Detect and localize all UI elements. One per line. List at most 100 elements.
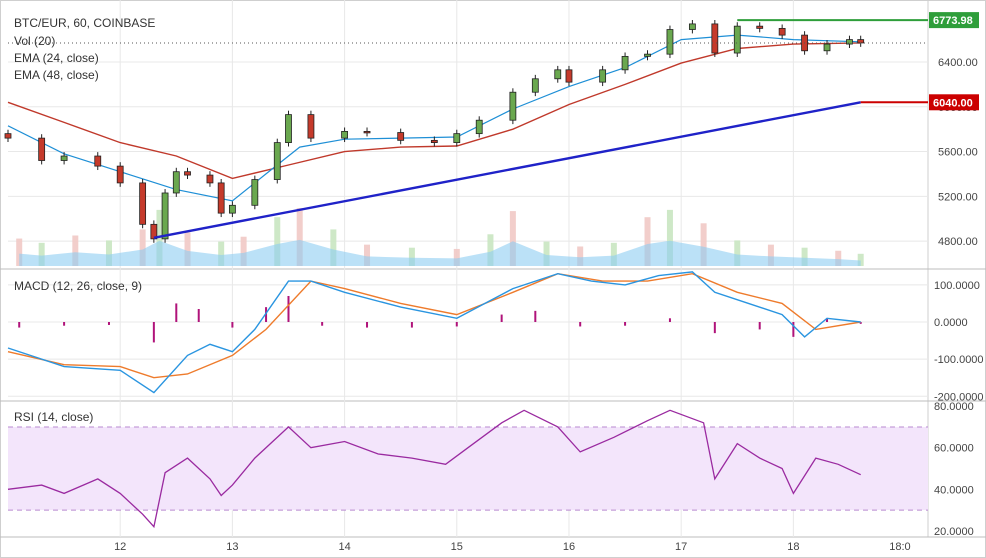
axis-layer: 6400.006000.005600.005200.004800.00100.0… [114, 12, 984, 553]
candle-body [823, 43, 831, 52]
macd-histogram-bar [792, 322, 795, 337]
candle-body [228, 204, 236, 214]
candle-body [273, 142, 281, 180]
x-tick-label: 14 [338, 541, 350, 553]
candle-body [531, 78, 539, 93]
x-tick-label: 15 [451, 541, 463, 553]
price-tick-label: 5200.00 [938, 191, 978, 203]
volume-bar [610, 242, 617, 266]
macd-histogram-bar [859, 322, 862, 324]
ema-layer [7, 34, 861, 202]
x-tick-label: 17 [675, 541, 687, 553]
volume-bar [16, 238, 23, 266]
macd-histogram-bar [455, 322, 458, 327]
overlay-layer [8, 19, 928, 239]
rsi-tick-label: 80.0000 [934, 401, 974, 413]
candle-body [711, 23, 719, 54]
candle-body [599, 69, 607, 83]
volume-bar [38, 242, 45, 266]
indicator-label-ema48: EMA (48, close) [14, 68, 99, 82]
price-tag [929, 94, 979, 111]
macd-histogram-bar [826, 318, 829, 322]
volume-bar [509, 211, 516, 266]
candle-body [307, 114, 315, 139]
price-tick-label: 6400.00 [938, 57, 978, 69]
rsi-tick-label: 60.0000 [934, 443, 974, 455]
candle-body [453, 133, 461, 143]
volume-bar [734, 240, 741, 266]
volume-bar [453, 248, 460, 266]
candle-body [509, 91, 517, 121]
macd-histogram-bar [321, 322, 324, 326]
candle-body [172, 171, 180, 194]
indicator-label-vol: Vol (20) [14, 34, 55, 48]
candle-body [397, 132, 405, 141]
trendline [153, 101, 861, 239]
macd-line [7, 271, 861, 394]
candle-body [4, 133, 12, 139]
candle-body [139, 182, 147, 225]
rsi-line [7, 409, 861, 529]
volume-layer [16, 208, 864, 266]
volume-bar [330, 229, 337, 266]
price-tag [929, 12, 979, 29]
candle-body [430, 139, 438, 143]
candle-body [60, 155, 68, 161]
macd-layer [7, 271, 862, 394]
macd-tick-label: -100.0000 [934, 354, 984, 366]
price-tag-label: 6773.98 [933, 15, 973, 27]
candle-body [621, 55, 629, 71]
candle-body [565, 69, 573, 83]
volume-bar [487, 234, 494, 266]
volume-bar [364, 244, 371, 266]
volume-bar [767, 244, 774, 266]
ema48-line [7, 42, 861, 180]
indicator-label-ema24: EMA (24, close) [14, 51, 99, 65]
candle-body [756, 25, 764, 29]
macd-histogram-bar [197, 309, 200, 322]
candle-body [94, 155, 102, 167]
volume-bar [801, 247, 808, 266]
macd-histogram-bar [231, 322, 234, 328]
x-tick-label: 12 [114, 541, 126, 553]
macd-tick-label: 100.0000 [934, 280, 980, 292]
candle-body [733, 25, 741, 54]
volume-bar [857, 253, 864, 266]
volume-bar [156, 209, 163, 266]
candle-body [206, 174, 214, 184]
macd-histogram-bar [500, 314, 503, 322]
volume-bar [577, 246, 584, 266]
x-tick-label: 16 [563, 541, 575, 553]
candle-body [857, 39, 865, 44]
x-tick-label: 18 [787, 541, 799, 553]
volume-bar [644, 217, 651, 266]
candle-body [688, 23, 696, 30]
rsi-layer [7, 409, 928, 529]
macd-histogram-bar [668, 318, 671, 322]
candle-body [666, 29, 674, 55]
macd-tick-label: -200.0000 [934, 391, 984, 403]
price-tick-label: 4800.00 [938, 236, 978, 248]
candle-body [161, 192, 169, 240]
macd-histogram-bar [152, 322, 155, 343]
price-tick-label: 5600.00 [938, 147, 978, 159]
macd-histogram-bar [410, 322, 413, 328]
rsi-tick-label: 20.0000 [934, 526, 974, 538]
candle-body [38, 137, 46, 161]
macd-tick-label: 0.0000 [934, 317, 968, 329]
volume-bar [218, 241, 225, 266]
macd-signal-line [7, 272, 861, 379]
candle-body [846, 39, 853, 45]
macd-pane-label: MACD (12, 26, close, 9) [14, 279, 142, 293]
volume-bar [408, 247, 415, 266]
macd-histogram-bar [579, 322, 582, 327]
rsi-tick-label: 40.0000 [934, 484, 974, 496]
candle-body [554, 69, 562, 80]
macd-histogram-bar [175, 303, 178, 322]
volume-ma-area [19, 239, 861, 266]
x-tick-label: 18:0 [889, 541, 910, 553]
volume-bar [139, 229, 146, 266]
macd-histogram-bar [287, 296, 290, 322]
